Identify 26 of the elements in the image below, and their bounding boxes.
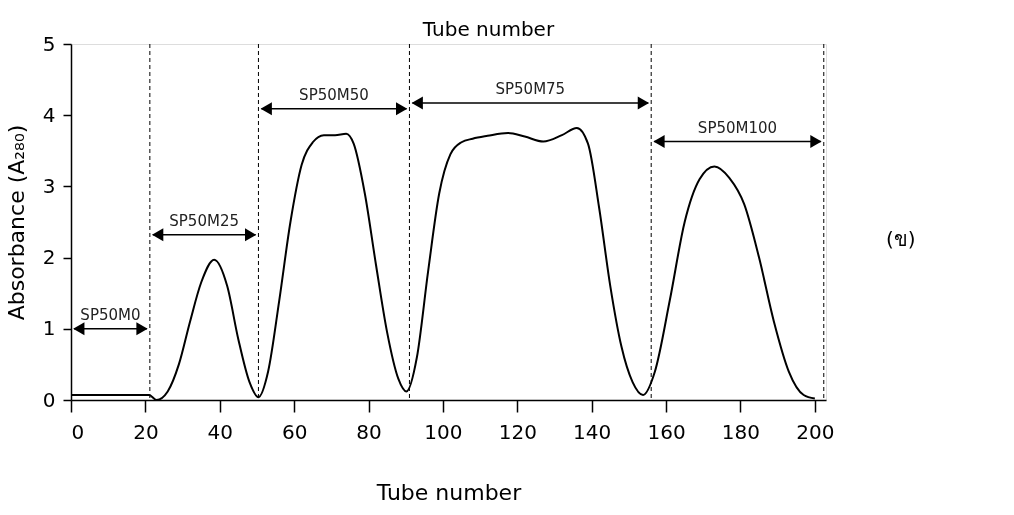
y-axis-title: Absorbance (A₂₈₀) xyxy=(3,124,29,321)
annotation: SP50M50 xyxy=(299,85,369,104)
x-tick-label: 80 xyxy=(356,419,382,444)
y-tick-label: 0 xyxy=(42,387,56,412)
annotation: SP50M75 xyxy=(495,80,566,99)
x-tick-label: 160 xyxy=(647,419,686,444)
text: Tube number xyxy=(421,17,555,41)
annotation: SP50M0 xyxy=(80,305,141,324)
text: (ข) xyxy=(886,226,916,251)
x-tick-label: 100 xyxy=(424,419,463,444)
y-tick-label: 5 xyxy=(42,31,56,56)
x-tick-label: 60 xyxy=(281,419,308,444)
annotation: SP50M100 xyxy=(697,118,778,137)
x-tick-label: 40 xyxy=(207,419,233,444)
x-tick-label: 140 xyxy=(573,419,612,444)
y-tick-label: 2 xyxy=(42,245,56,270)
annotation: SP50M25 xyxy=(169,211,239,230)
x-axis-title: Tube number xyxy=(375,479,523,505)
x-tick-label: 0 xyxy=(71,419,85,444)
x-tick-label: 180 xyxy=(721,419,761,444)
y-tick-label: 4 xyxy=(42,102,56,127)
x-tick-label: 200 xyxy=(796,419,835,444)
x-tick-label: 20 xyxy=(133,419,159,444)
y-tick-label: 1 xyxy=(42,316,56,341)
y-tick-label: 3 xyxy=(42,173,56,198)
x-tick-label: 120 xyxy=(498,419,537,444)
